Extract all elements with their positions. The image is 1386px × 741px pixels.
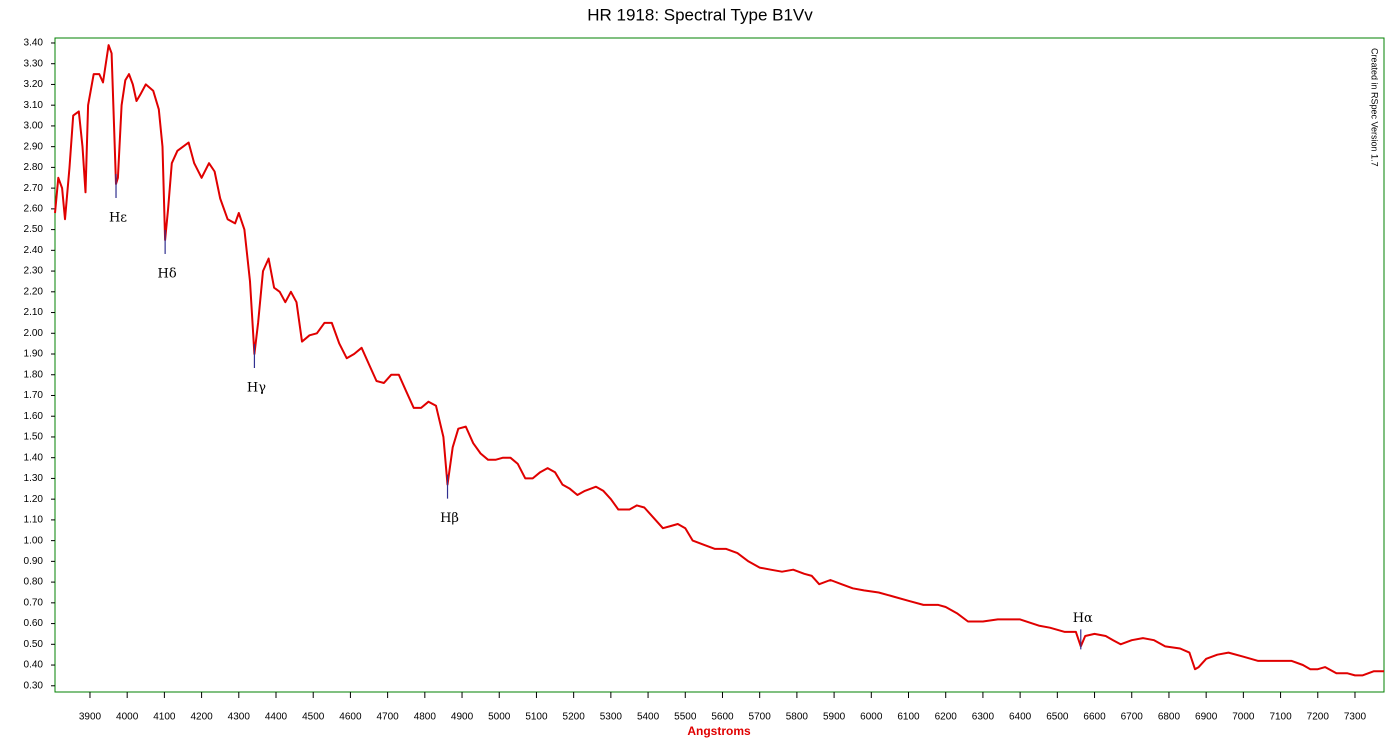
y-tick-label: 1.90 <box>24 349 44 360</box>
x-tick-label: 5200 <box>563 712 586 723</box>
y-tick-label: 3.20 <box>24 79 44 90</box>
y-tick-label: 2.70 <box>24 183 44 194</box>
x-tick-label: 6200 <box>935 712 958 723</box>
y-tick-label: 0.30 <box>24 680 44 691</box>
x-tick-label: 6500 <box>1046 712 1069 723</box>
y-tick-label: 3.40 <box>24 38 44 49</box>
x-tick-label: 5600 <box>711 712 734 723</box>
y-tick-label: 1.20 <box>24 494 44 505</box>
x-tick-label: 5700 <box>749 712 772 723</box>
x-tick-label: 4800 <box>414 712 437 723</box>
x-tick-label: 6400 <box>1009 712 1032 723</box>
line-label: Hε <box>109 210 127 225</box>
x-tick-label: 6100 <box>897 712 920 723</box>
x-tick-label: 4400 <box>265 712 288 723</box>
y-tick-label: 2.80 <box>24 162 44 173</box>
x-tick-label: 7200 <box>1307 712 1330 723</box>
x-tick-label: 4000 <box>116 712 139 723</box>
x-tick-label: 4500 <box>302 712 325 723</box>
y-tick-label: 3.10 <box>24 100 44 111</box>
y-tick-label: 0.50 <box>24 639 44 650</box>
chart-title: HR 1918: Spectral Type B1Vv <box>587 5 813 24</box>
x-tick-label: 4600 <box>339 712 362 723</box>
line-label: Hγ <box>247 381 266 396</box>
y-tick-label: 1.80 <box>24 369 44 380</box>
y-tick-label: 2.40 <box>24 245 44 256</box>
x-tick-label: 7100 <box>1269 712 1292 723</box>
y-tick-label: 0.70 <box>24 597 44 608</box>
x-tick-label: 6300 <box>972 712 995 723</box>
x-tick-label: 6800 <box>1158 712 1181 723</box>
y-tick-label: 0.80 <box>24 577 44 588</box>
y-tick-label: 0.90 <box>24 556 44 567</box>
side-note: Created in RSpec Version 1.7 <box>1370 48 1380 167</box>
x-tick-label: 4700 <box>376 712 399 723</box>
x-tick-label: 6600 <box>1083 712 1106 723</box>
x-tick-label: 7300 <box>1344 712 1367 723</box>
x-tick-label: 5100 <box>525 712 548 723</box>
y-tick-label: 3.00 <box>24 121 44 132</box>
y-tick-label: 0.60 <box>24 618 44 629</box>
x-tick-label: 5000 <box>488 712 511 723</box>
x-tick-label: 5900 <box>823 712 846 723</box>
plot-frame <box>54 37 1385 693</box>
x-tick-label: 4900 <box>451 712 474 723</box>
y-tick-label: 1.60 <box>24 411 44 422</box>
y-tick-label: 1.40 <box>24 452 44 463</box>
y-tick-label: 1.50 <box>24 432 44 443</box>
x-tick-label: 5400 <box>637 712 660 723</box>
x-tick-label: 5800 <box>786 712 809 723</box>
y-tick-label: 2.30 <box>24 266 44 277</box>
y-tick-label: 2.50 <box>24 224 44 235</box>
x-tick-label: 6000 <box>860 712 883 723</box>
x-tick-label: 5300 <box>600 712 623 723</box>
y-tick-label: 1.10 <box>24 515 44 526</box>
y-tick-label: 3.30 <box>24 58 44 69</box>
y-tick-label: 2.20 <box>24 286 44 297</box>
x-tick-label: 4300 <box>228 712 251 723</box>
x-tick-label: 4100 <box>153 712 176 723</box>
y-tick-label: 2.60 <box>24 204 44 215</box>
y-tick-label: 2.10 <box>24 307 44 318</box>
y-tick-label: 2.00 <box>24 328 44 339</box>
y-tick-label: 0.40 <box>24 660 44 671</box>
x-tick-label: 6900 <box>1195 712 1218 723</box>
x-tick-label: 4200 <box>190 712 213 723</box>
line-label: Hδ <box>158 266 177 281</box>
spectrum-line <box>54 44 1384 677</box>
line-label: Hβ <box>440 511 459 526</box>
line-label: Hα <box>1073 611 1093 626</box>
x-axis-label: Angstroms <box>687 724 751 738</box>
y-tick-label: 1.00 <box>24 535 44 546</box>
y-tick-label: 1.70 <box>24 390 44 401</box>
x-tick-label: 3900 <box>79 712 102 723</box>
y-tick-label: 2.90 <box>24 141 44 152</box>
x-tick-label: 7000 <box>1232 712 1255 723</box>
y-tick-label: 1.30 <box>24 473 44 484</box>
x-tick-label: 5500 <box>674 712 697 723</box>
x-tick-label: 6700 <box>1121 712 1144 723</box>
